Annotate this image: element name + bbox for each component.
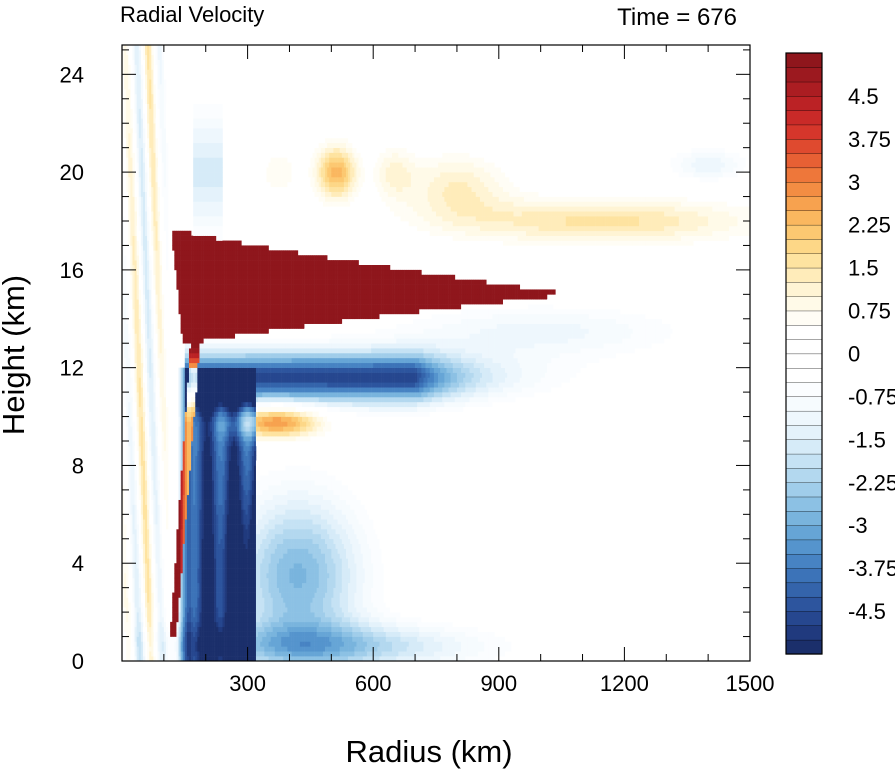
colorbar-band: [785, 224, 823, 240]
colorbar-band: [785, 138, 823, 154]
y-tick-label: 0: [72, 649, 84, 674]
colorbar-band: [785, 596, 823, 612]
colorbar-band: [785, 353, 823, 369]
colorbar-band: [785, 52, 823, 68]
y-tick-label: 20: [60, 160, 84, 185]
colorbar-band: [785, 238, 823, 254]
colorbar-band: [785, 81, 823, 97]
colorbar-band: [785, 439, 823, 455]
chart-title: Radial Velocity: [120, 2, 264, 27]
colorbar-band: [785, 539, 823, 555]
colorbar-band: [785, 195, 823, 211]
colorbar-band: [785, 467, 823, 483]
colorbar-band: [785, 339, 823, 355]
colorbar-band: [785, 639, 823, 655]
colorbar-band: [785, 496, 823, 512]
colorbar-label: 3: [848, 170, 860, 195]
colorbar-band: [785, 553, 823, 569]
colorbar-band: [785, 396, 823, 412]
y-tick-label: 12: [60, 356, 84, 381]
colorbar-band: [785, 67, 823, 83]
y-axis: 0 4 8 12 16 20 24: [60, 49, 750, 674]
colorbar-band: [785, 367, 823, 383]
colorbar-band: [785, 625, 823, 641]
colorbar-band: [785, 281, 823, 297]
y-tick-label: 24: [60, 62, 84, 87]
colorbar: 4.5 3.75 3 2.25 1.5 0.75 0 -0.75 -1.5 -2.25 -3 -3.7…: [785, 52, 895, 655]
colorbar-frame: [785, 52, 823, 655]
colorbar-band: [785, 124, 823, 140]
colorbar-label: 0.75: [848, 299, 891, 324]
colorbar-label: -3.75: [848, 556, 895, 581]
x-tick-label: 600: [355, 671, 392, 696]
colorbar-band: [785, 582, 823, 598]
colorbar-band: [785, 424, 823, 440]
y-tick-label: 4: [72, 551, 84, 576]
colorbar-band: [785, 253, 823, 269]
colorbar-band: [785, 210, 823, 226]
colorbar-band: [785, 610, 823, 626]
colorbar-band: [785, 167, 823, 183]
colorbar-band: [785, 95, 823, 111]
x-axis-label: Radius (km): [345, 734, 512, 769]
colorbar-band: [785, 567, 823, 584]
colorbar-label: -4.5: [848, 599, 886, 624]
time-annotation: Time = 676: [617, 4, 737, 31]
y-tick-label: 8: [72, 453, 84, 478]
colorbar-label: 0: [848, 342, 860, 367]
colorbar-band: [785, 482, 823, 498]
plot-frame: [121, 44, 751, 662]
colorbar-label: 2.25: [848, 213, 891, 238]
x-tick-label: 1200: [600, 671, 649, 696]
colorbar-label: -1.5: [848, 427, 886, 452]
x-tick-label: 1500: [726, 671, 775, 696]
colorbar-band: [785, 453, 823, 469]
velocity-field: [122, 45, 750, 661]
colorbar-band: [785, 510, 823, 526]
colorbar-label: -2.25: [848, 470, 895, 495]
colorbar-label: 3.75: [848, 127, 891, 152]
colorbar-band: [785, 152, 823, 169]
colorbar-band: [785, 110, 823, 126]
colorbar-label: 1.5: [848, 256, 879, 281]
x-tick-label: 300: [229, 671, 266, 696]
x-axis: 300 600 900 1200 1500: [163, 45, 775, 696]
colorbar-band: [785, 296, 823, 312]
colorbar-band: [785, 525, 823, 541]
colorbar-band: [785, 310, 823, 326]
x-tick-label: 900: [480, 671, 517, 696]
colorbar-label: -0.75: [848, 384, 895, 409]
y-tick-label: 16: [60, 258, 84, 283]
colorbar-band: [785, 324, 823, 340]
colorbar-label: 4.5: [848, 84, 879, 109]
colorbar-band: [785, 410, 823, 426]
colorbar-label: -3: [848, 513, 868, 538]
colorbar-band: [785, 381, 823, 398]
colorbar-band: [785, 181, 823, 197]
y-axis-label: Height (km): [0, 275, 31, 435]
colorbar-band: [785, 267, 823, 283]
